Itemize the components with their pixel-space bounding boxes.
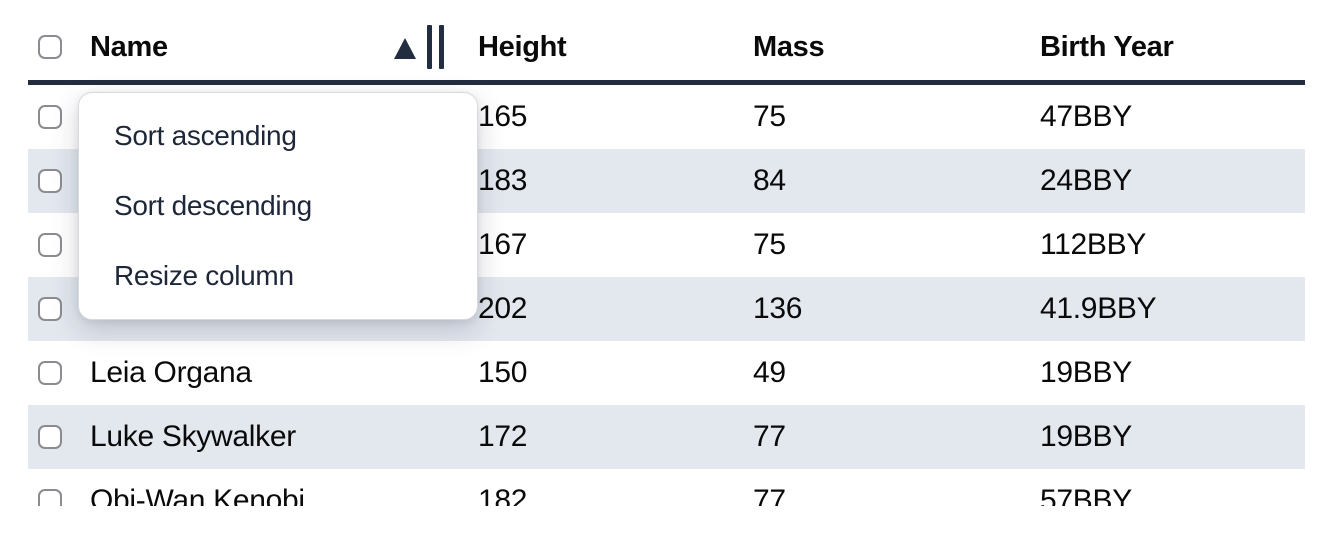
table-row: Leia Organa 150 49 19BBY: [28, 341, 1305, 405]
row-checkbox-cell: [28, 105, 90, 129]
cell-height: 172: [478, 420, 528, 453]
cell-mass: 49: [753, 356, 786, 389]
cell-height: 150: [478, 356, 528, 389]
row-checkbox-cell: [28, 169, 90, 193]
cell-mass: 136: [753, 292, 803, 325]
cell-height: 202: [478, 292, 528, 325]
cell-mass: 84: [753, 164, 786, 197]
sort-ascending-icon: [394, 37, 416, 59]
row-checkbox-cell: [28, 233, 90, 257]
row-checkbox[interactable]: [38, 489, 62, 506]
column-header-height[interactable]: Height: [478, 30, 567, 63]
row-checkbox-cell: [28, 425, 90, 449]
column-header-name[interactable]: Name: [90, 25, 478, 69]
table-row: Obi-Wan Kenobi 182 77 57BBY: [28, 469, 1305, 506]
cell-birth-year: 19BBY: [1040, 356, 1132, 389]
menu-item-sort-descending[interactable]: Sort descending: [114, 190, 312, 221]
cell-birth-year: 47BBY: [1040, 100, 1132, 133]
cell-height: 183: [478, 164, 528, 197]
cell-mass: 77: [753, 484, 786, 506]
column-context-menu: Sort ascending Sort descending Resize co…: [78, 92, 478, 320]
column-header-name-label: Name: [90, 30, 168, 63]
characters-table: Name Height Mass Birth Year 165 75 47BBY…: [28, 0, 1305, 506]
column-header-birth-year[interactable]: Birth Year: [1040, 30, 1174, 63]
row-checkbox-cell: [28, 297, 90, 321]
cell-birth-year: 57BBY: [1040, 484, 1132, 506]
row-checkbox[interactable]: [38, 361, 62, 385]
cell-name: Luke Skywalker: [90, 420, 296, 453]
menu-item-resize-column[interactable]: Resize column: [114, 260, 294, 291]
row-checkbox[interactable]: [38, 425, 62, 449]
table-row: 165 75 47BBY: [28, 85, 1305, 149]
cell-height: 182: [478, 484, 528, 506]
cell-mass: 77: [753, 420, 786, 453]
table-container: Name Height Mass Birth Year 165 75 47BBY…: [28, 0, 1305, 506]
cell-birth-year: 24BBY: [1040, 164, 1132, 197]
cell-name: Obi-Wan Kenobi: [90, 484, 305, 506]
cell-birth-year: 112BBY: [1040, 228, 1147, 261]
row-checkbox[interactable]: [38, 233, 62, 257]
table-row: 167 75 112BBY: [28, 213, 1305, 277]
cell-birth-year: 41.9BBY: [1040, 292, 1157, 325]
table-row: 202 136 41.9BBY: [28, 277, 1305, 341]
cell-height: 165: [478, 100, 528, 133]
cell-name: Leia Organa: [90, 356, 252, 389]
select-all-checkbox[interactable]: [38, 35, 62, 59]
cell-height: 167: [478, 228, 528, 261]
cell-birth-year: 19BBY: [1040, 420, 1132, 453]
row-checkbox[interactable]: [38, 105, 62, 129]
column-header-mass[interactable]: Mass: [753, 30, 825, 63]
row-checkbox-cell: [28, 361, 90, 385]
table-row: Luke Skywalker 172 77 19BBY: [28, 405, 1305, 469]
menu-item-sort-ascending[interactable]: Sort ascending: [114, 120, 297, 151]
cell-mass: 75: [753, 228, 786, 261]
row-checkbox[interactable]: [38, 297, 62, 321]
sort-resize-group: [394, 25, 444, 69]
column-resize-handle-icon[interactable]: [427, 25, 444, 69]
header-checkbox-cell: [28, 35, 90, 59]
row-checkbox[interactable]: [38, 169, 62, 193]
table-header-row: Name Height Mass Birth Year: [28, 0, 1305, 85]
cell-mass: 75: [753, 100, 786, 133]
table-body: 165 75 47BBY 183 84 24BBY 167 75 112BBY …: [28, 85, 1305, 506]
row-checkbox-cell: [28, 489, 90, 506]
